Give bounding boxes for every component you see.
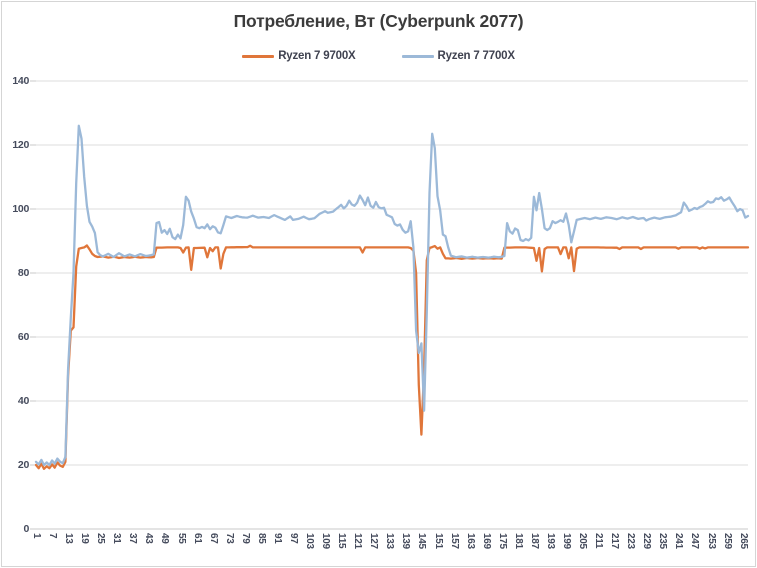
series-line-ryzen-7-7700x	[34, 124, 750, 467]
x-axis-label: 199	[560, 533, 572, 549]
x-axis-label: 43	[143, 533, 155, 544]
y-axis-label: 40	[17, 394, 29, 407]
x-axis-label: 121	[352, 533, 364, 549]
x-axis-label: 1	[31, 533, 42, 539]
x-axis-label: 49	[159, 533, 171, 544]
x-axis-label: 169	[480, 533, 492, 549]
x-axis-label: 253	[705, 533, 717, 549]
x-axis-label: 157	[448, 533, 460, 549]
x-axis-label: 127	[368, 533, 380, 549]
x-axis-label: 145	[416, 533, 428, 549]
x-axis-label: 217	[609, 533, 621, 549]
y-axis-label: 60	[17, 330, 29, 343]
x-axis-label: 37	[127, 533, 139, 544]
x-axis-label: 115	[336, 533, 348, 549]
x-axis-label: 109	[320, 533, 332, 549]
x-axis-label: 31	[111, 533, 123, 544]
legend-line-swatch-orange	[242, 54, 275, 58]
x-axis-label: 211	[593, 533, 605, 549]
x-axis-label: 133	[384, 533, 396, 549]
y-axis-label: 120	[12, 138, 29, 151]
x-axis-label: 259	[721, 533, 733, 549]
x-axis-label: 229	[641, 533, 653, 549]
x-axis-label: 187	[528, 533, 540, 549]
legend-item-ryzen-9700x: Ryzen 7 9700X	[242, 50, 356, 62]
x-axis-label: 7	[47, 533, 59, 539]
x-axis-label: 103	[304, 533, 316, 549]
x-axis-label: 175	[496, 533, 508, 549]
legend-label: Ryzen 7 7700X	[437, 50, 516, 62]
x-axis-label: 241	[673, 533, 685, 549]
y-axis-label: 0	[23, 522, 29, 535]
x-axis-label: 151	[432, 533, 444, 549]
legend: Ryzen 7 9700X Ryzen 7 7700X	[0, 50, 757, 62]
x-axis-label: 73	[223, 533, 235, 544]
series-line-ryzen-7-9700x	[34, 244, 750, 470]
legend-line-swatch-blue	[401, 54, 434, 58]
y-axis-label: 100	[12, 202, 29, 215]
y-axis-label: 80	[17, 266, 29, 279]
x-axis-label: 19	[79, 533, 91, 544]
x-axis-label: 67	[207, 533, 219, 544]
x-axis-label: 247	[689, 533, 701, 549]
x-axis-label: 13	[63, 533, 75, 544]
x-axis-label: 205	[577, 533, 589, 549]
y-axis-label: 140	[12, 74, 29, 87]
x-axis-label: 55	[175, 533, 187, 544]
y-axis-label: 20	[17, 458, 29, 471]
x-axis-label: 85	[255, 533, 267, 544]
x-axis-label: 163	[464, 533, 476, 549]
chart-title: Потребление, Вт (Cyberpunk 2077)	[233, 11, 524, 31]
x-axis-label: 235	[657, 533, 669, 549]
x-axis-label: 139	[400, 533, 412, 549]
x-axis-label: 181	[512, 533, 524, 549]
x-axis-label: 97	[287, 533, 299, 544]
x-axis-label: 193	[544, 533, 556, 549]
x-axis-label: 25	[95, 533, 107, 544]
x-axis-label: 223	[625, 533, 637, 549]
legend-label: Ryzen 7 9700X	[278, 50, 356, 62]
x-axis-label: 79	[239, 533, 251, 544]
x-axis-label: 61	[191, 533, 203, 544]
x-axis-label: 91	[271, 533, 283, 544]
x-axis-label: 265	[737, 533, 749, 549]
legend-item-ryzen-7700x: Ryzen 7 7700X	[401, 50, 516, 62]
